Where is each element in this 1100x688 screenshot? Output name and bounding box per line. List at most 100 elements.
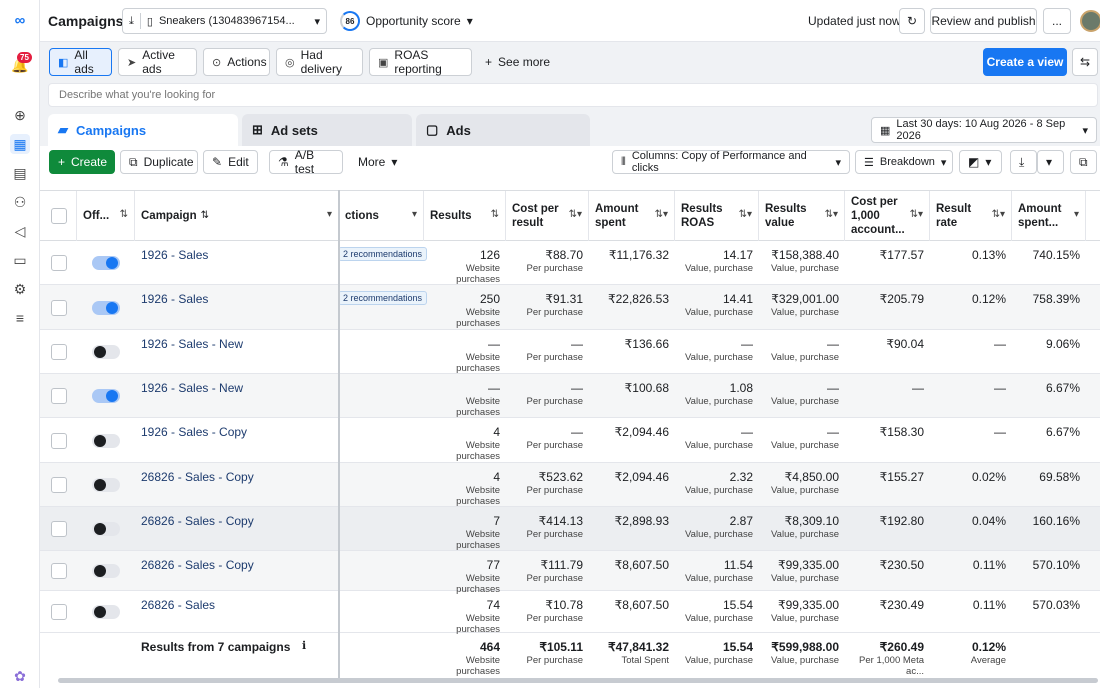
refresh-button[interactable]: ↻ [899, 8, 925, 34]
campaign-toggle[interactable] [92, 564, 120, 578]
cell-sublabel: Website purchases [456, 263, 500, 285]
expand-button[interactable]: ⧉ [1070, 150, 1097, 174]
campaign-toggle[interactable] [92, 433, 120, 448]
campaign-name-link[interactable]: 1926 - Sales - Copy [141, 425, 248, 439]
cell-roas: 1.08 Value, purchase [675, 374, 759, 417]
col-results-value[interactable]: Results value ⇅▾ [759, 191, 845, 241]
date-range-selector[interactable]: ▦ Last 30 days: 10 Aug 2026 - 8 Sep 2026 ▾ [871, 117, 1097, 143]
document-icon[interactable]: ▤ [13, 164, 27, 181]
tab-ads[interactable]: ▢ Ads [416, 114, 590, 146]
more-dropdown[interactable]: More ▾ [350, 150, 402, 174]
plus-circle-icon[interactable]: ⊕ [14, 106, 26, 123]
select-all-checkbox[interactable] [51, 208, 67, 224]
export-button[interactable]: ⤓ [1010, 150, 1037, 174]
row-checkbox[interactable] [51, 563, 67, 579]
row-checkbox[interactable] [51, 344, 67, 360]
campaign-name-link[interactable]: 1926 - Sales [141, 292, 209, 306]
campaign-name-link[interactable]: 26826 - Sales - Copy [141, 514, 254, 528]
integrations-icon[interactable]: ⚙ [13, 280, 27, 297]
opportunity-score-value: 86 [340, 11, 360, 31]
row-checkbox[interactable] [51, 477, 67, 493]
campaign-name-link[interactable]: 1926 - Sales - New [141, 337, 244, 351]
ai-assistant-icon[interactable]: ✿ [14, 667, 26, 684]
col-campaign[interactable]: Campaign ⇅ ▾ [135, 191, 339, 241]
search-input[interactable] [48, 83, 1098, 107]
campaign-toggle[interactable] [92, 522, 120, 536]
ab-test-button[interactable]: ⚗ A/B test [269, 148, 343, 176]
cell-value: ₹99,335.00 Value, purchase [759, 591, 845, 632]
filter-actions[interactable]: ⊙ Actions [203, 48, 270, 76]
row-checkbox[interactable] [51, 388, 67, 404]
campaign-toggle[interactable] [92, 389, 120, 403]
create-view-button[interactable]: Create a view [983, 48, 1067, 76]
avatar[interactable] [1080, 10, 1100, 32]
row-checkbox[interactable] [51, 299, 67, 316]
col-cost-per-result[interactable]: Cost per result ⇅▾ [506, 191, 589, 241]
campaign-name-link[interactable]: 1926 - Sales [141, 248, 209, 262]
swap-view-button[interactable]: ⇆ [1072, 48, 1098, 76]
more-options-button[interactable]: ... [1043, 8, 1071, 34]
campaign-toggle[interactable] [92, 345, 120, 359]
meta-logo-icon[interactable]: ∞ [14, 11, 26, 29]
campaign-toggle[interactable] [92, 300, 120, 315]
duplicate-button[interactable]: ⧉ Duplicate [120, 150, 198, 174]
campaign-name-link[interactable]: 26826 - Sales [141, 598, 216, 612]
row-checkbox[interactable] [51, 432, 67, 449]
see-more-button[interactable]: + See more [485, 55, 550, 69]
charts-dropdown[interactable]: ◩ ▾ [959, 150, 1002, 174]
review-publish-button[interactable]: Review and publish [930, 8, 1037, 34]
col-off-on[interactable]: Off... ⇅ [77, 191, 135, 241]
horizontal-scrollbar[interactable] [58, 678, 1098, 683]
recommendations-badge[interactable]: 2 recommendations [338, 291, 428, 305]
download-icon: ⤓ [1019, 154, 1025, 169]
cell-rate: — [930, 418, 1012, 462]
campaign-toggle[interactable] [92, 605, 120, 619]
col-cost-per-1000[interactable]: Cost per 1,000 account... ⇅▾ [845, 191, 930, 241]
row-checkbox[interactable] [51, 604, 67, 620]
campaign-name-link[interactable]: 1926 - Sales - New [141, 381, 244, 395]
table-icon[interactable]: ▦ [10, 134, 30, 154]
tab-campaigns[interactable]: ▰ Campaigns [48, 114, 238, 146]
sort-icon: ⇅ [200, 210, 209, 221]
cell-sublabel: Value, purchase [771, 613, 839, 624]
col-results-roas[interactable]: Results ROAS ⇅▾ [675, 191, 759, 241]
megaphone-icon[interactable]: ◁ [14, 222, 26, 239]
breakdown-dropdown[interactable]: ☰ Breakdown ▾ [855, 150, 953, 174]
col-amount-spent[interactable]: Amount spent ⇅▾ [589, 191, 675, 241]
cell-pct: 758.39% [1012, 285, 1086, 329]
chevron-down-icon: ▾ [326, 209, 332, 220]
campaign-name-link[interactable]: 26826 - Sales - Copy [141, 558, 254, 572]
cell-value: ₹4,850.00 [784, 470, 839, 484]
col-results[interactable]: Results ⇅ [424, 191, 506, 241]
info-icon[interactable]: ℹ [302, 640, 307, 652]
campaign-name-link[interactable]: 26826 - Sales - Copy [141, 470, 254, 484]
cell-value: ₹523.62 [538, 470, 583, 484]
campaign-toggle[interactable] [92, 478, 120, 492]
row-checkbox[interactable] [51, 521, 67, 537]
filter-roas-reporting[interactable]: ▣ ROAS reporting [369, 48, 472, 76]
recommendations-badge[interactable]: 2 recommendations [338, 247, 428, 261]
billing-card-icon[interactable]: ▭ [13, 251, 27, 268]
audience-icon[interactable]: ⚇ [13, 193, 27, 210]
filter-active-ads[interactable]: ➤ Active ads [118, 48, 197, 76]
col-amount-spent-pct[interactable]: Amount spent... ▾ [1012, 191, 1086, 241]
row-checkbox[interactable] [51, 255, 67, 271]
breakdown-label: Breakdown [879, 156, 935, 168]
opportunity-score-button[interactable]: 86 Opportunity score ▾ [340, 11, 473, 31]
create-button[interactable]: + Create [49, 150, 115, 174]
menu-icon[interactable]: ≡ [15, 310, 25, 326]
columns-dropdown[interactable]: ⦀ Columns: Copy of Performance and clicks… [612, 150, 850, 174]
campaign-toggle[interactable] [92, 256, 120, 270]
totals-label: Results from 7 campaigns [141, 640, 291, 654]
cell-value: 74 [486, 598, 500, 612]
filter-all-ads[interactable]: ◧ All ads [49, 48, 112, 76]
filter-had-delivery[interactable]: ◎ Had delivery [276, 48, 363, 76]
export-dropdown[interactable]: ▾ [1037, 150, 1064, 174]
cell-value: ₹88.70 [545, 248, 583, 262]
edit-button[interactable]: ✎ Edit [203, 150, 258, 174]
col-result-rate[interactable]: Result rate ⇅▾ [930, 191, 1012, 241]
col-actions[interactable]: ctions ▾ [339, 191, 424, 241]
tab-ad-sets[interactable]: ⊞ Ad sets [242, 114, 412, 146]
account-selector[interactable]: ⤓ ▯ Sneakers (130483967154... ▾ [122, 8, 327, 34]
chevron-down-icon: ▾ [1082, 124, 1088, 137]
